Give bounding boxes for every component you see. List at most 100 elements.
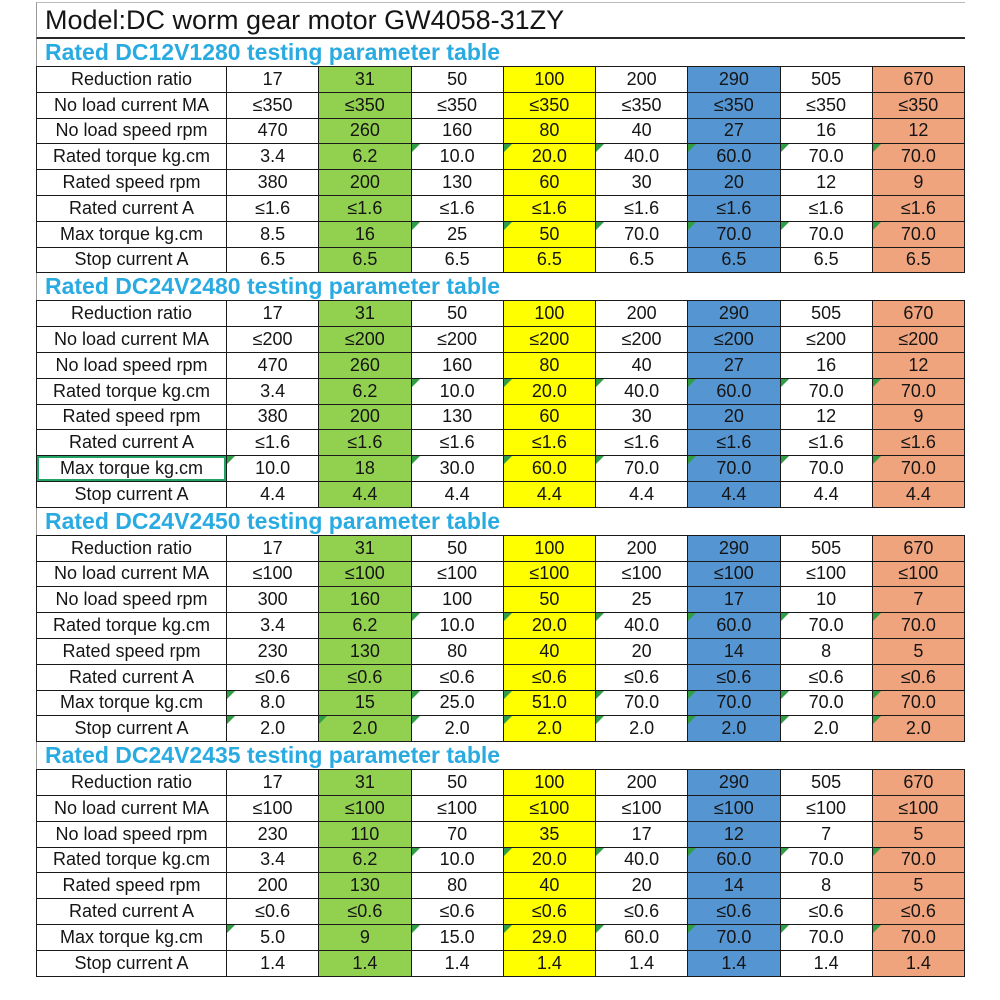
value-cell: 10.0 [410,377,504,405]
value-cell: ≤1.6 [225,429,320,457]
value-cell: ≤1.6 [410,429,504,457]
value-cell: 6.5 [410,246,504,274]
value-cell: 6.5 [502,246,597,274]
row-label: Stop current A [36,949,227,977]
value-cell: 290 [687,534,781,562]
value-cell: ≤100 [779,560,873,588]
value-cell: 70.0 [779,923,873,951]
value-cell: 6.2 [318,377,412,405]
parameter-table: Reduction ratio 17 31 50 100 200 290 505 670 No l… [36,66,966,274]
value-cell: 25.0 [410,689,504,717]
row-label: No load speed rpm [36,586,227,614]
value-cell: ≤100 [871,794,966,822]
value-cell: 6.5 [225,246,320,274]
value-cell: 31 [318,300,412,328]
table-row: Reduction ratio 17 31 50 100 200 290 505 670 [36,66,966,93]
table-row: Rated current A ≤1.6 ≤1.6 ≤1.6 ≤1.6 ≤1.6 ≤1.6 ≤… [36,194,966,222]
value-cell: 70.0 [779,689,873,717]
value-cell: 60.0 [594,923,689,951]
value-cell: 2.0 [318,715,412,743]
value-cell: 6.5 [779,246,873,274]
value-cell: 505 [779,769,873,796]
value-cell: 29.0 [502,923,597,951]
value-cell: 80 [410,637,504,665]
value-cell: ≤100 [594,794,689,822]
value-cell: 2.0 [594,715,689,743]
value-cell: 130 [410,403,504,431]
value-cell: 4.4 [410,480,504,508]
row-label: No load speed rpm [36,820,227,848]
value-cell: 60 [502,169,597,196]
value-cell: 100 [502,300,597,328]
value-cell: 1.4 [410,949,504,977]
table-row: Rated torque kg.cm 3.4 6.2 10.0 20.0 40.0 60.0… [36,612,966,639]
value-cell: 20 [594,637,689,665]
value-cell: 200 [594,300,689,328]
value-cell: 6.2 [318,143,412,171]
value-cell: ≤0.6 [687,898,781,925]
value-cell: 12 [779,169,873,196]
value-cell: 1.4 [594,949,689,977]
value-cell: 3.4 [225,612,320,639]
value-cell: ≤0.6 [871,663,966,691]
value-cell: 40 [594,351,689,379]
table-row: No load speed rpm 470 260 160 80 40 27 16 12 [36,351,966,379]
row-label: Max torque kg.cm [36,689,227,717]
value-cell: ≤1.6 [871,429,966,457]
table-row: Reduction ratio 17 31 50 100 200 290 505 670 [36,534,966,562]
table-row: Rated current A ≤0.6 ≤0.6 ≤0.6 ≤0.6 ≤0.6 ≤0.6 ≤… [36,898,966,925]
value-cell: ≤0.6 [779,663,873,691]
value-cell: 25 [594,586,689,614]
value-cell: ≤1.6 [779,429,873,457]
value-cell: 260 [318,117,412,145]
value-cell: 100 [502,534,597,562]
value-cell: 6.5 [687,246,781,274]
value-cell: 230 [225,637,320,665]
value-cell: 50 [502,220,597,248]
value-cell: 12 [779,403,873,431]
value-cell: 1.4 [318,949,412,977]
value-cell: ≤100 [779,794,873,822]
value-cell: 20.0 [502,377,597,405]
value-cell: 200 [318,169,412,196]
value-cell: 8.0 [225,689,320,717]
value-cell: 70.0 [687,689,781,717]
row-label: Rated torque kg.cm [36,612,227,639]
value-cell: 70.0 [779,846,873,874]
value-cell: 1.4 [502,949,597,977]
value-cell: 40 [594,117,689,145]
value-cell: 10.0 [410,612,504,639]
value-cell: ≤0.6 [871,898,966,925]
table-title: Rated DC12V1280 testing parameter table [36,39,965,66]
value-cell: 17 [225,66,320,93]
value-cell: ≤1.6 [687,429,781,457]
value-cell: 14 [687,872,781,900]
value-cell: 160 [318,586,412,614]
value-cell: 70.0 [779,143,873,171]
value-cell: 6.5 [318,246,412,274]
value-cell: 70.0 [687,923,781,951]
value-cell: ≤100 [225,794,320,822]
value-cell: 290 [687,66,781,93]
value-cell: ≤200 [594,326,689,353]
value-cell: 505 [779,534,873,562]
value-cell: 12 [687,820,781,848]
table-row: Stop current A 1.4 1.4 1.4 1.4 1.4 1.4 1.4 1.4 [36,949,966,977]
value-cell: ≤1.6 [318,429,412,457]
value-cell: 40 [502,637,597,665]
value-cell: 10.0 [410,143,504,171]
value-cell: 50 [410,66,504,93]
table-row: No load current MA ≤350 ≤350 ≤350 ≤350 ≤350 ≤3… [36,91,966,119]
value-cell: 2.0 [871,715,966,743]
value-cell: 6.5 [594,246,689,274]
value-cell: 16 [318,220,412,248]
value-cell: 60 [502,403,597,431]
value-cell: 60.0 [687,612,781,639]
value-cell: ≤350 [779,91,873,119]
value-cell: 70.0 [687,455,781,482]
value-cell: 80 [502,117,597,145]
value-cell: ≤100 [318,560,412,588]
value-cell: 31 [318,534,412,562]
value-cell: ≤1.6 [225,194,320,222]
value-cell: 110 [318,820,412,848]
